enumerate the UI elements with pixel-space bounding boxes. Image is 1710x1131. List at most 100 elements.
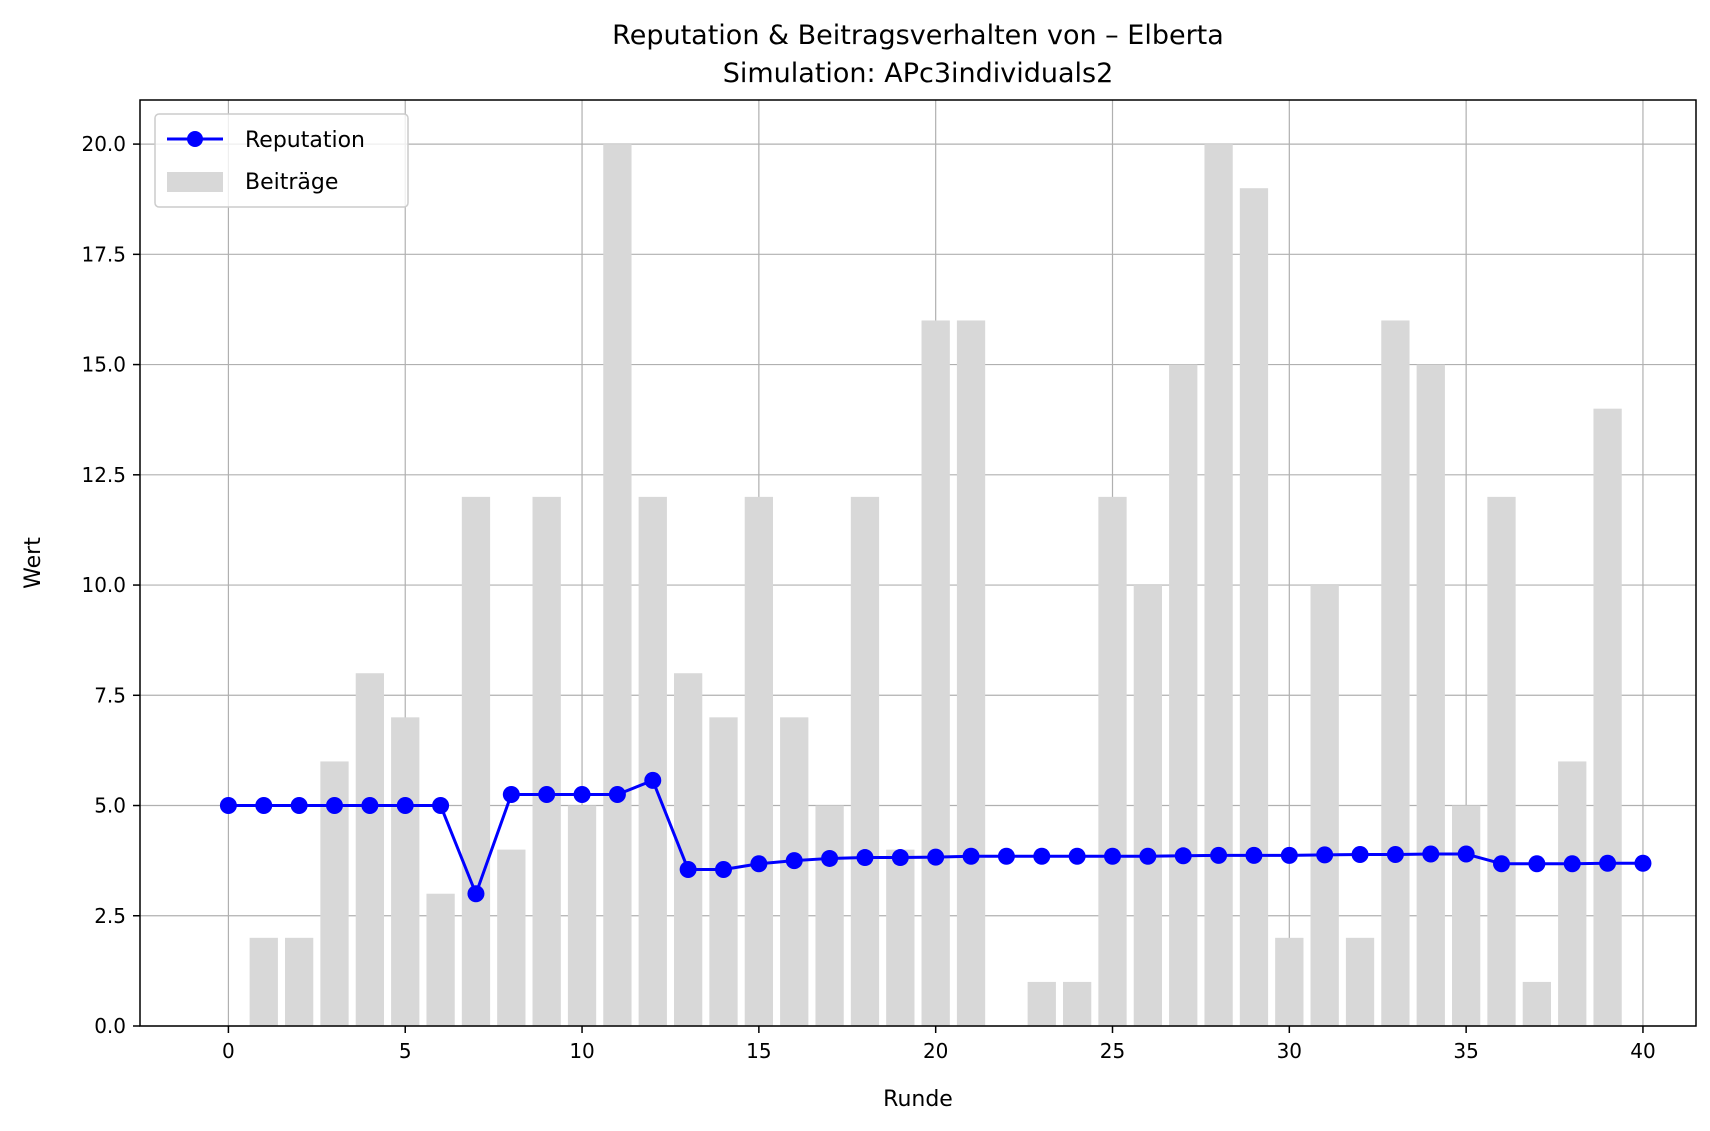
reputation-point-12 — [644, 771, 662, 789]
x-tick-label-4: 20 — [923, 1039, 948, 1063]
bar-10 — [567, 805, 597, 1026]
bar-33 — [1381, 320, 1410, 1026]
bar-18 — [850, 496, 880, 1026]
reputation-markers — [219, 771, 1652, 903]
reputation-point-40 — [1634, 854, 1652, 872]
x-tick-label-8: 40 — [1630, 1039, 1655, 1063]
bars — [249, 144, 1622, 1027]
y-tick-label-1: 2.5 — [94, 904, 126, 928]
reputation-point-11 — [608, 786, 626, 803]
reputation-point-20 — [927, 848, 945, 866]
bar-27 — [1169, 364, 1198, 1027]
bar-32 — [1345, 937, 1375, 1026]
reputation-point-2 — [290, 797, 308, 815]
y-tick-label-7: 17.5 — [81, 242, 126, 266]
reputation-point-24 — [1068, 847, 1086, 865]
reputation-point-15 — [750, 855, 768, 873]
x-tick-label-7: 35 — [1453, 1039, 1478, 1063]
reputation-point-16 — [785, 852, 803, 870]
reputation-point-8 — [502, 786, 520, 803]
bar-19 — [886, 849, 915, 1026]
chart-subtitle: Simulation: APc3individuals2 — [723, 58, 1114, 89]
bar-9 — [532, 496, 561, 1026]
reputation-point-14 — [715, 860, 732, 878]
bar-15 — [744, 496, 774, 1026]
bar-29 — [1239, 188, 1269, 1026]
y-axis: 0.0 2.5 5.0 7.5 10.0 12.5 15.0 17.5 20.0 — [81, 132, 140, 1038]
reputation-point-19 — [891, 849, 909, 867]
reputation-point-36 — [1493, 855, 1510, 873]
bar-5 — [391, 717, 420, 1026]
reputation-point-9 — [538, 786, 556, 803]
x-tick-label-6: 30 — [1277, 1039, 1302, 1063]
legend: Reputation Beiträge — [154, 113, 409, 208]
reputation-point-34 — [1422, 845, 1440, 863]
bar-12 — [638, 496, 667, 1026]
reputation-point-35 — [1457, 845, 1475, 863]
reputation-point-18 — [856, 849, 874, 867]
reputation-point-3 — [326, 797, 343, 815]
reputation-point-0 — [219, 797, 237, 815]
reputation-point-27 — [1174, 847, 1192, 865]
reputation-point-33 — [1386, 845, 1404, 863]
y-tick-label-5: 12.5 — [81, 463, 126, 487]
bar-23 — [1027, 981, 1056, 1026]
reputation-point-25 — [1104, 847, 1121, 865]
bar-13 — [673, 673, 703, 1026]
reputation-point-17 — [821, 849, 839, 867]
reputation-point-32 — [1351, 845, 1369, 863]
reputation-point-21 — [962, 847, 980, 865]
reputation-point-38 — [1563, 855, 1581, 873]
y-tick-label-6: 15.0 — [81, 353, 126, 377]
reputation-point-4 — [361, 797, 379, 815]
x-axis: 0 5 10 15 20 25 30 35 40 — [222, 1026, 1656, 1063]
bar-7 — [461, 496, 491, 1026]
plot-frame — [139, 99, 1697, 1027]
legend-bar-swatch — [167, 172, 223, 192]
bar-2 — [284, 937, 314, 1026]
bar-17 — [815, 805, 844, 1026]
reputation-point-37 — [1528, 855, 1546, 873]
y-tick-label-0: 0.0 — [94, 1014, 126, 1038]
bar-38 — [1558, 761, 1587, 1026]
bar-11 — [603, 144, 632, 1027]
reputation-point-13 — [679, 860, 697, 878]
bar-26 — [1133, 585, 1163, 1026]
bar-20 — [921, 320, 950, 1026]
bar-30 — [1275, 937, 1304, 1026]
bar-28 — [1204, 144, 1233, 1027]
bar-4 — [355, 673, 385, 1026]
x-axis-label: Runde — [883, 1087, 953, 1112]
y-tick-label-4: 10.0 — [81, 573, 126, 597]
reputation-point-30 — [1280, 846, 1298, 864]
reputation-point-39 — [1599, 854, 1617, 872]
y-axis-label: Wert — [21, 537, 46, 589]
reputation-point-5 — [396, 797, 414, 815]
reputation-point-7 — [467, 885, 485, 903]
x-tick-label-5: 25 — [1100, 1039, 1125, 1063]
y-tick-label-3: 7.5 — [94, 683, 126, 707]
x-tick-label-0: 0 — [222, 1039, 235, 1063]
reputation-point-26 — [1139, 847, 1157, 865]
reputation-point-6 — [432, 797, 450, 815]
chart-title: Reputation & Beitragsverhalten von – Elb… — [612, 20, 1224, 51]
bar-37 — [1522, 981, 1552, 1026]
bar-24 — [1062, 981, 1092, 1026]
x-tick-label-1: 5 — [399, 1039, 412, 1063]
reputation-point-31 — [1316, 846, 1334, 864]
reputation-point-10 — [573, 786, 591, 803]
bar-1 — [249, 937, 278, 1026]
y-tick-label-2: 5.0 — [94, 794, 126, 818]
bar-35 — [1451, 805, 1481, 1026]
bar-34 — [1416, 364, 1445, 1027]
bar-16 — [780, 717, 809, 1026]
bar-21 — [956, 320, 986, 1026]
reputation-point-22 — [997, 847, 1015, 865]
y-tick-label-8: 20.0 — [81, 132, 126, 156]
bar-36 — [1487, 496, 1516, 1026]
x-tick-label-2: 10 — [569, 1039, 594, 1063]
reputation-point-1 — [255, 797, 273, 815]
reputation-point-29 — [1245, 846, 1263, 864]
bar-39 — [1593, 408, 1622, 1027]
legend-label-beitraege: Beiträge — [245, 170, 338, 195]
